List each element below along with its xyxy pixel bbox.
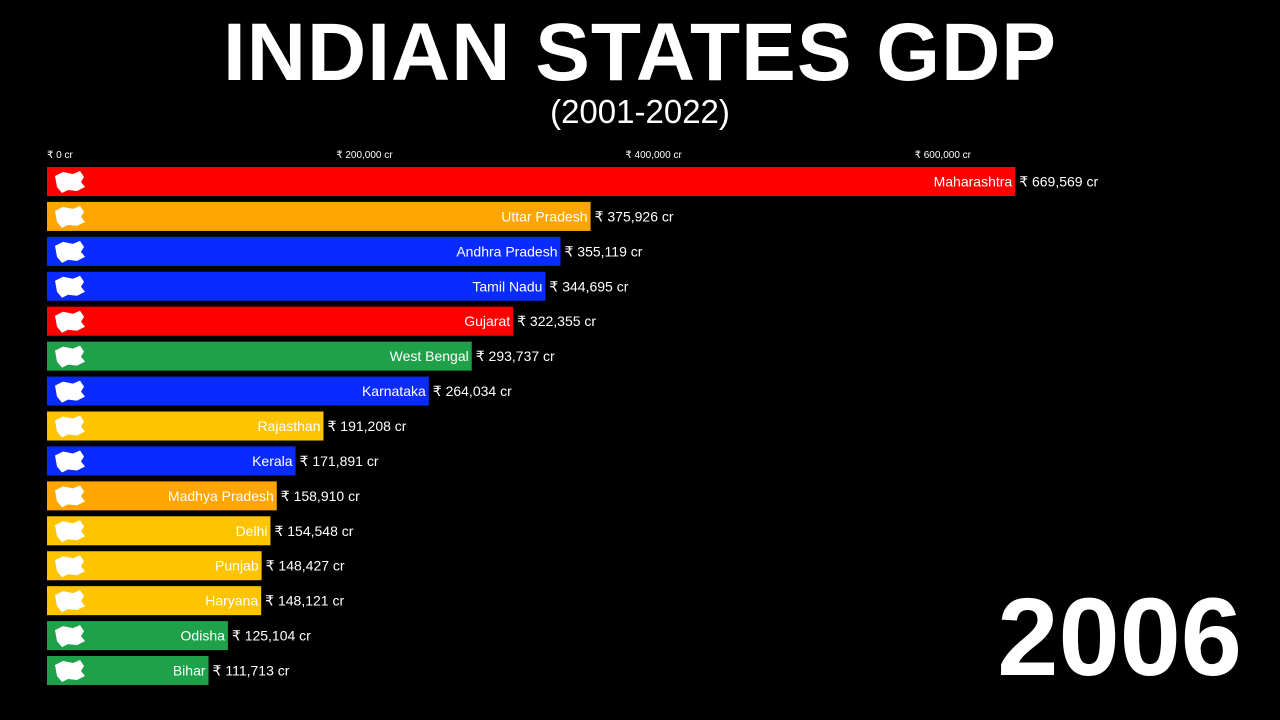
- bar-row: Andhra Pradesh ₹ 355,119 cr: [47, 236, 643, 266]
- bar-category-label: Gujarat: [464, 313, 510, 329]
- state-map-icon: [55, 450, 85, 473]
- state-map-icon: [55, 415, 85, 438]
- bar-row: West Bengal ₹ 293,737 cr: [47, 341, 555, 371]
- state-map-icon: [55, 485, 85, 508]
- state-map-icon: [55, 520, 85, 543]
- bar: [47, 411, 324, 441]
- x-tick-label: ₹ 0 cr: [47, 150, 73, 161]
- state-map-icon: [55, 205, 85, 228]
- bar-category-label: Haryana: [205, 593, 258, 609]
- bar-row: Delhi ₹ 154,548 cr: [47, 516, 354, 546]
- bar-category-label: Bihar: [173, 663, 206, 679]
- bar: [47, 341, 472, 371]
- bar-value-label: ₹ 375,926 cr: [595, 208, 674, 224]
- bar-category-label: Kerala: [252, 453, 293, 469]
- bar-category-label: Uttar Pradesh: [501, 208, 587, 224]
- bar: [47, 446, 296, 476]
- bar: [47, 306, 514, 336]
- bar-row: Tamil Nadu ₹ 344,695 cr: [47, 271, 629, 301]
- bar-row: Maharashtra ₹ 669,569 cr: [47, 167, 1098, 196]
- bar-row: Gujarat ₹ 322,355 cr: [47, 306, 596, 336]
- bar-value-label: ₹ 669,569 cr: [1019, 174, 1098, 190]
- state-map-icon: [55, 171, 85, 193]
- bar-value-label: ₹ 154,548 cr: [274, 523, 353, 539]
- bar-row: Odisha ₹ 125,104 cr: [47, 621, 311, 651]
- bar: [47, 586, 262, 616]
- bar: [47, 376, 429, 406]
- bar-value-label: ₹ 355,119 cr: [565, 243, 643, 259]
- bar-value-label: ₹ 111,713 cr: [213, 663, 290, 679]
- bar-row: Rajasthan ₹ 191,208 cr: [47, 411, 407, 441]
- bar: [47, 481, 277, 511]
- bar: [47, 201, 591, 231]
- bar-value-label: ₹ 125,104 cr: [232, 628, 311, 644]
- bar-row: Uttar Pradesh ₹ 375,926 cr: [47, 201, 674, 231]
- chart-title: INDIAN STATES GDP: [223, 7, 1057, 98]
- state-map-icon: [55, 240, 85, 263]
- bar-row: Haryana ₹ 148,121 cr: [47, 586, 344, 616]
- bar-category-label: Madhya Pradesh: [168, 488, 274, 504]
- state-map-icon: [55, 660, 85, 683]
- x-tick-label: ₹ 600,000 cr: [915, 150, 972, 161]
- state-map-icon: [55, 555, 85, 578]
- bar: [47, 551, 262, 581]
- state-map-icon: [55, 380, 85, 403]
- state-map-icon: [55, 590, 85, 613]
- bar-category-label: Odisha: [181, 628, 226, 644]
- bar-category-label: West Bengal: [390, 348, 469, 364]
- bar-row: Bihar ₹ 111,713 cr: [47, 656, 290, 686]
- bar-row: Punjab ₹ 148,427 cr: [47, 551, 345, 581]
- bar-category-label: Delhi: [236, 523, 268, 539]
- bar-value-label: ₹ 322,355 cr: [517, 313, 596, 329]
- state-map-icon: [55, 625, 85, 648]
- bar-category-label: Tamil Nadu: [472, 278, 542, 294]
- state-map-icon: [55, 310, 85, 333]
- bar-category-label: Punjab: [215, 558, 259, 574]
- bar-value-label: ₹ 344,695 cr: [549, 278, 628, 294]
- bar: [47, 271, 546, 301]
- chart-subtitle: (2001-2022): [550, 93, 730, 130]
- state-map-icon: [55, 345, 85, 368]
- bar: [47, 236, 561, 266]
- bar: [47, 167, 1016, 196]
- bar-row: Karnataka ₹ 264,034 cr: [47, 376, 512, 406]
- bar-category-label: Rajasthan: [257, 418, 320, 434]
- bar-value-label: ₹ 293,737 cr: [476, 348, 555, 364]
- bar-value-label: ₹ 264,034 cr: [433, 383, 512, 399]
- bar-category-label: Karnataka: [362, 383, 426, 399]
- state-map-icon: [55, 275, 85, 298]
- x-tick-label: ₹ 400,000 cr: [625, 150, 682, 161]
- bar-row: Madhya Pradesh ₹ 158,910 cr: [47, 481, 360, 511]
- x-tick-label: ₹ 200,000 cr: [336, 150, 393, 161]
- bar: [47, 516, 271, 546]
- bar-category-label: Maharashtra: [934, 174, 1013, 190]
- bar-value-label: ₹ 148,427 cr: [266, 558, 345, 574]
- bar-category-label: Andhra Pradesh: [456, 243, 557, 259]
- year-indicator: 2006: [997, 576, 1242, 699]
- bar-value-label: ₹ 171,891 cr: [300, 453, 379, 469]
- bar-value-label: ₹ 191,208 cr: [327, 418, 406, 434]
- bar-row: Kerala ₹ 171,891 cr: [47, 446, 379, 476]
- bar-value-label: ₹ 148,121 cr: [265, 593, 344, 609]
- bar-value-label: ₹ 158,910 cr: [281, 488, 360, 504]
